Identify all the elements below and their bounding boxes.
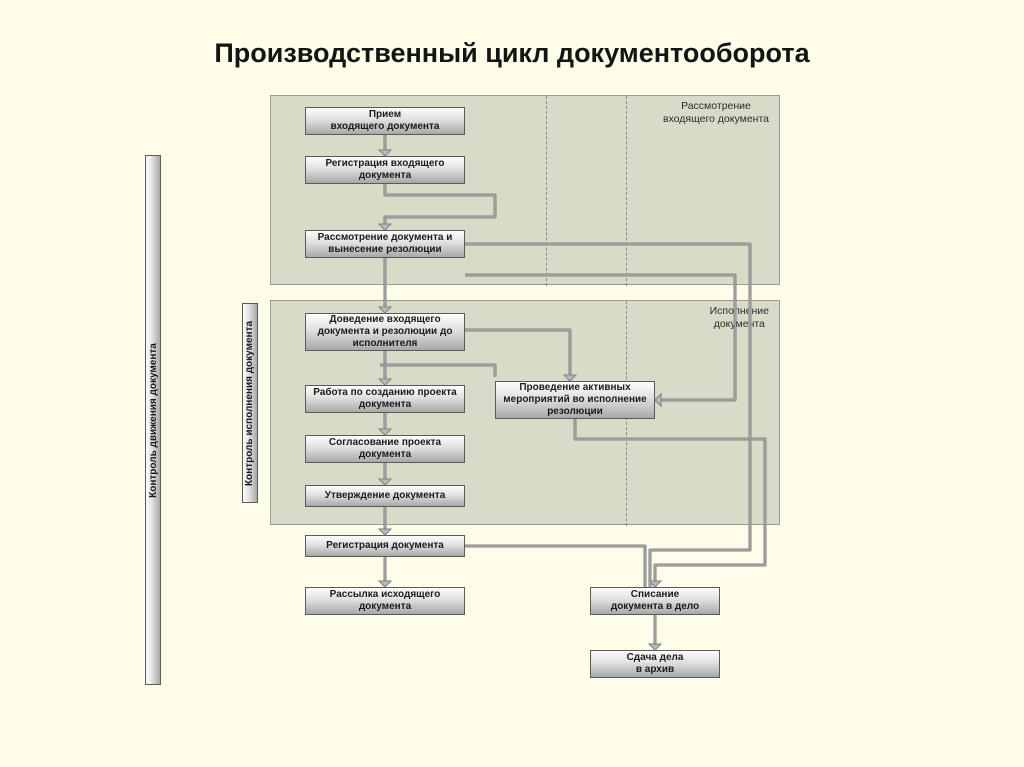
node-active-actions: Проведение активныхмероприятий во исполн…	[495, 381, 655, 419]
node-writeoff: Списаниедокумента в дело	[590, 587, 720, 615]
node-deliver: Доведение входящегодокумента и резолюции…	[305, 313, 465, 351]
node-confirm: Утверждение документа	[305, 485, 465, 507]
node-register-in: Регистрация входящегодокумента	[305, 156, 465, 184]
panel-execution-title: Исполнениедокумента	[710, 305, 769, 331]
panel-divider	[626, 96, 627, 286]
node-register: Регистрация документа	[305, 535, 465, 557]
node-receive: Приемвходящего документа	[305, 107, 465, 135]
panel-review-title: Рассмотрениевходящего документа	[663, 100, 769, 126]
node-send-out: Рассылка исходящегодокумента	[305, 587, 465, 615]
node-review: Рассмотрение документа ивынесение резолю…	[305, 230, 465, 258]
node-approve-draft: Согласование проектадокумента	[305, 435, 465, 463]
panel-divider	[546, 96, 547, 286]
diagram-stage: Рассмотрениевходящего документа Исполнен…	[195, 95, 805, 735]
vbar-execution-control-label: Контроль исполнения документа	[245, 320, 256, 485]
node-draft: Работа по созданию проектадокумента	[305, 385, 465, 413]
vbar-movement-control: Контроль движения документа	[145, 155, 161, 685]
page-title: Производственный цикл документооборота	[0, 38, 1024, 69]
vbar-movement-control-label: Контроль движения документа	[148, 343, 159, 498]
vbar-execution-control: Контроль исполнения документа	[242, 303, 258, 503]
node-archive: Сдача делав архив	[590, 650, 720, 678]
